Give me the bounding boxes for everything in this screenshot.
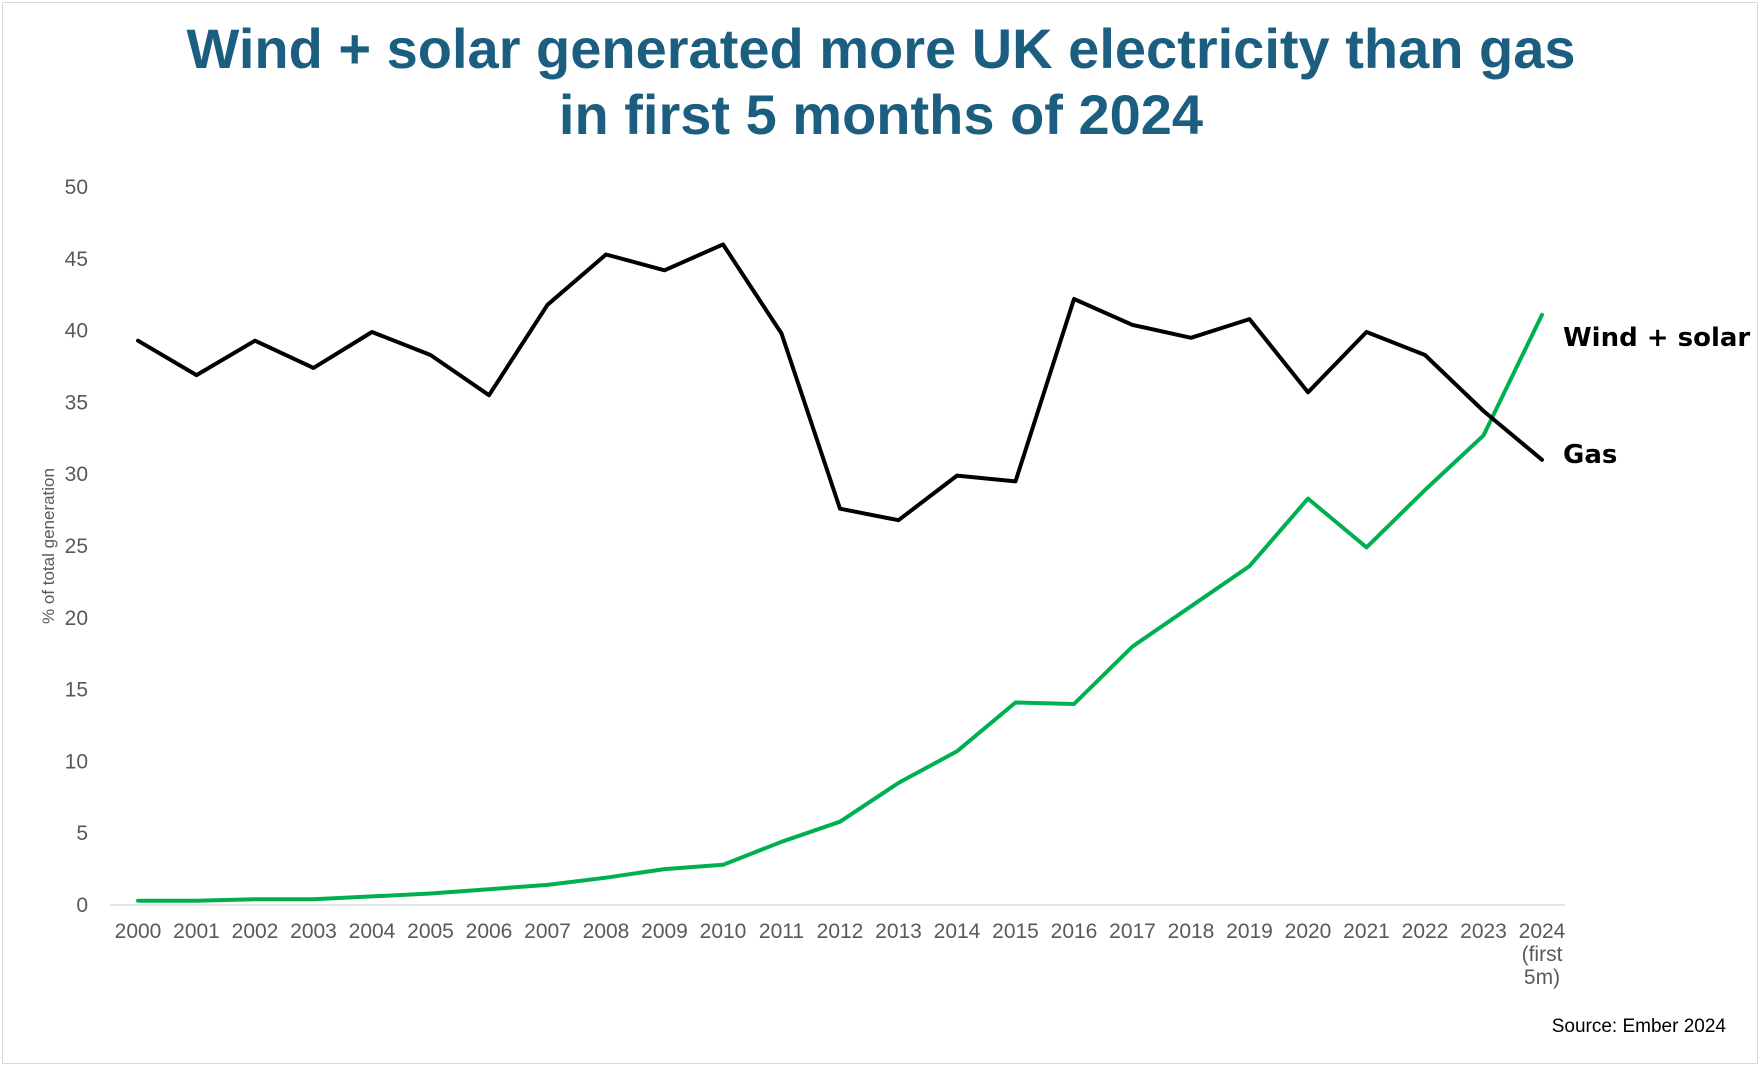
- x-tick-label: 2016: [1051, 920, 1098, 943]
- x-tick-label: 2000: [115, 920, 162, 943]
- series-lines: [136, 242, 1544, 903]
- chart-title-line-1: Wind + solar generated more UK electrici…: [186, 17, 1576, 80]
- x-tick-label: 2023: [1460, 920, 1507, 943]
- x-tick-label: 2008: [583, 920, 630, 943]
- x-tick-label: 2021: [1343, 920, 1390, 943]
- series-label-wind-solar: Wind + solar: [1563, 323, 1750, 353]
- x-tick-label: 2002: [232, 920, 279, 943]
- y-tick-label: 25: [65, 535, 88, 558]
- x-tick-label: 2006: [466, 920, 513, 943]
- x-axis: 2000 2001 2002 2003 2004 2005 2006 2007 2008 2009…: [110, 904, 1566, 989]
- y-axis: 0 5 10 15 20 25 30 35 40 45 50 % of total generatio…: [39, 176, 88, 917]
- y-tick-label: 50: [65, 176, 88, 199]
- series-label-gas: Gas: [1563, 440, 1617, 470]
- x-tick-label: 2015: [992, 920, 1039, 943]
- series-line-gas: [136, 242, 1544, 523]
- x-tick-label: 2014: [934, 920, 981, 943]
- x-tick-label: 2009: [641, 920, 688, 943]
- chart-title: Wind + solar generated more UK electrici…: [0, 16, 1762, 148]
- x-tick-label: 2020: [1285, 920, 1332, 943]
- x-tick-label: 2001: [173, 920, 220, 943]
- x-tick-label: 2003: [290, 920, 337, 943]
- x-tick-label: 2005: [407, 920, 454, 943]
- y-tick-label: 45: [65, 248, 88, 271]
- x-tick-label: 2024 (first 5m): [1519, 920, 1566, 989]
- y-tick-label: 10: [65, 750, 88, 773]
- y-tick-label: 30: [65, 463, 88, 486]
- y-tick-label: 40: [65, 320, 88, 343]
- x-tick-label: 2007: [524, 920, 571, 943]
- y-axis-title: % of total generation: [39, 468, 58, 624]
- x-tick-label: 2010: [700, 920, 747, 943]
- x-tick-label: 2022: [1402, 920, 1449, 943]
- series-line-wind-solar: [136, 312, 1544, 903]
- x-tick-label: 2018: [1168, 920, 1215, 943]
- source-note: Source: Ember 2024: [1551, 1016, 1726, 1037]
- chart-title-line-2: in first 5 months of 2024: [558, 83, 1204, 146]
- x-tick-label: 2013: [875, 920, 922, 943]
- y-tick-label: 15: [65, 679, 88, 702]
- series-labels: Gas Wind + solar: [1563, 323, 1750, 470]
- y-tick-label: 35: [65, 391, 88, 414]
- x-tick-label: 2011: [759, 920, 804, 943]
- x-tick-label: 2012: [817, 920, 864, 943]
- x-tick-label: 2017: [1109, 920, 1156, 943]
- y-tick-label: 5: [76, 822, 88, 845]
- y-tick-label: 20: [65, 607, 88, 630]
- x-tick-label: 2019: [1226, 920, 1273, 943]
- y-tick-label: 0: [76, 894, 88, 917]
- x-tick-label: 2004: [349, 920, 396, 943]
